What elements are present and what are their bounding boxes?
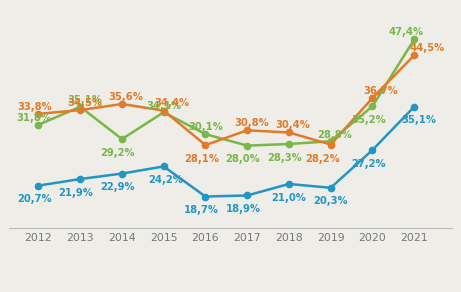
Text: 20,7%: 20,7%	[17, 194, 52, 204]
Text: 30,8%: 30,8%	[234, 118, 269, 128]
Pardas	[244, 128, 250, 132]
Text: 18,7%: 18,7%	[184, 205, 219, 215]
Line: Brancas: Brancas	[35, 104, 417, 200]
Text: 28,2%: 28,2%	[305, 154, 340, 164]
Text: 33,8%: 33,8%	[17, 102, 52, 112]
Pretas	[203, 132, 208, 136]
Pretas	[328, 140, 333, 143]
Text: 28,8%: 28,8%	[318, 130, 352, 140]
Brancas	[328, 186, 333, 190]
Text: 20,3%: 20,3%	[313, 197, 348, 206]
Pardas	[286, 131, 292, 134]
Brancas	[203, 195, 208, 198]
Pretas	[161, 110, 166, 114]
Brancas	[411, 105, 417, 109]
Brancas	[35, 184, 41, 187]
Pardas	[411, 53, 417, 57]
Text: 31,8%: 31,8%	[17, 113, 52, 123]
Brancas	[119, 172, 125, 175]
Text: 28,3%: 28,3%	[267, 153, 302, 163]
Text: 28,0%: 28,0%	[225, 154, 260, 164]
Pretas	[35, 123, 41, 127]
Line: Pretas: Pretas	[35, 36, 417, 149]
Text: 27,2%: 27,2%	[351, 159, 385, 169]
Brancas	[370, 148, 375, 152]
Text: 44,5%: 44,5%	[409, 43, 444, 53]
Pardas	[328, 143, 333, 146]
Text: 34,4%: 34,4%	[154, 98, 189, 108]
Legend: Brancas, Pretas, Pardas: Brancas, Pretas, Pardas	[111, 291, 350, 292]
Brancas	[77, 177, 83, 181]
Text: 21,9%: 21,9%	[59, 188, 94, 198]
Pardas	[35, 112, 41, 116]
Text: 18,9%: 18,9%	[225, 204, 260, 214]
Line: Pardas: Pardas	[35, 52, 417, 148]
Text: 34,5%: 34,5%	[67, 98, 102, 108]
Pretas	[411, 38, 417, 41]
Text: 35,1%: 35,1%	[401, 115, 436, 126]
Text: 28,1%: 28,1%	[184, 154, 219, 164]
Pretas	[119, 137, 125, 141]
Text: 35,1%: 35,1%	[67, 95, 102, 105]
Pardas	[203, 143, 208, 147]
Text: 30,4%: 30,4%	[276, 120, 311, 130]
Pretas	[244, 144, 250, 147]
Text: 35,6%: 35,6%	[109, 92, 143, 102]
Pretas	[370, 105, 375, 108]
Pardas	[161, 109, 166, 112]
Text: 21,0%: 21,0%	[272, 193, 307, 203]
Brancas	[244, 194, 250, 197]
Text: 47,4%: 47,4%	[388, 27, 423, 37]
Pardas	[119, 102, 125, 106]
Text: 34,1%: 34,1%	[146, 101, 181, 111]
Text: 36,7%: 36,7%	[363, 86, 398, 96]
Text: 22,9%: 22,9%	[100, 182, 135, 192]
Text: 24,2%: 24,2%	[148, 175, 183, 185]
Pretas	[286, 142, 292, 146]
Pretas	[77, 105, 83, 109]
Text: 29,2%: 29,2%	[100, 148, 135, 158]
Brancas	[286, 182, 292, 186]
Pardas	[77, 108, 83, 112]
Text: 30,1%: 30,1%	[188, 122, 223, 132]
Brancas	[161, 165, 166, 168]
Text: 35,2%: 35,2%	[351, 115, 386, 125]
Pardas	[370, 96, 375, 100]
